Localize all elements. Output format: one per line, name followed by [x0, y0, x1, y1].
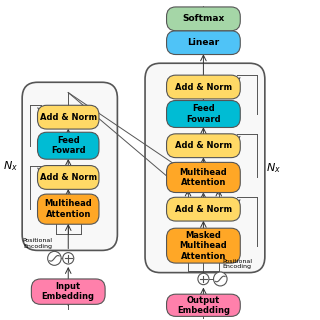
Text: Multihead
Attention: Multihead Attention: [44, 199, 92, 219]
FancyBboxPatch shape: [37, 132, 99, 159]
FancyBboxPatch shape: [37, 105, 99, 129]
FancyBboxPatch shape: [37, 165, 99, 189]
FancyBboxPatch shape: [166, 31, 240, 54]
FancyBboxPatch shape: [37, 194, 99, 224]
Text: Softmax: Softmax: [182, 14, 225, 23]
Text: Feed
Foward: Feed Foward: [186, 104, 221, 124]
Circle shape: [63, 252, 74, 264]
Text: Linear: Linear: [187, 38, 220, 47]
Text: Masked
Multihead
Attention: Masked Multihead Attention: [180, 231, 227, 260]
Circle shape: [198, 273, 209, 285]
FancyBboxPatch shape: [166, 134, 240, 158]
FancyBboxPatch shape: [166, 75, 240, 99]
Text: Add & Norm: Add & Norm: [175, 205, 232, 214]
Text: Feed
Foward: Feed Foward: [51, 136, 85, 156]
Text: Positional
Encoding: Positional Encoding: [22, 238, 52, 249]
Text: $N_x$: $N_x$: [3, 159, 18, 173]
FancyBboxPatch shape: [166, 100, 240, 127]
Text: Positional
Encoding: Positional Encoding: [222, 259, 252, 269]
Text: Add & Norm: Add & Norm: [40, 113, 97, 122]
FancyBboxPatch shape: [166, 228, 240, 263]
Text: Add & Norm: Add & Norm: [40, 173, 97, 182]
FancyBboxPatch shape: [31, 279, 105, 304]
Circle shape: [48, 252, 61, 265]
Text: Output
Embedding: Output Embedding: [177, 296, 230, 315]
FancyBboxPatch shape: [166, 197, 240, 221]
FancyBboxPatch shape: [145, 63, 265, 273]
FancyBboxPatch shape: [166, 162, 240, 193]
Text: $N_x$: $N_x$: [266, 161, 281, 175]
Text: Input
Embedding: Input Embedding: [42, 282, 95, 301]
Text: Add & Norm: Add & Norm: [175, 83, 232, 92]
Text: Multihead
Attention: Multihead Attention: [180, 168, 227, 187]
FancyBboxPatch shape: [166, 7, 240, 31]
FancyBboxPatch shape: [22, 82, 117, 251]
Circle shape: [213, 272, 227, 286]
Text: Add & Norm: Add & Norm: [175, 141, 232, 150]
FancyBboxPatch shape: [166, 294, 240, 316]
